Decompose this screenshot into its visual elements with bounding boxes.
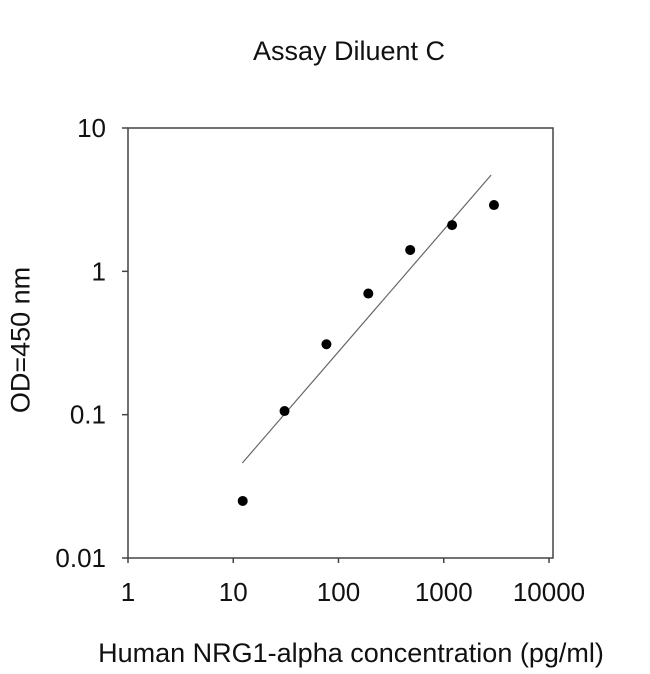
fit-line xyxy=(241,174,492,464)
data-points xyxy=(237,200,499,506)
y-tick-label: 0.1 xyxy=(70,400,106,430)
data-point xyxy=(488,200,499,211)
x-axis-label: Human NRG1-alpha concentration (pg/ml) xyxy=(98,638,604,668)
x-tick-label: 100 xyxy=(317,577,360,607)
data-point xyxy=(279,406,290,417)
y-tick-label: 10 xyxy=(77,113,106,143)
fit-line-path xyxy=(241,174,492,464)
data-point xyxy=(237,495,248,506)
data-point xyxy=(447,220,458,231)
plot-frame xyxy=(127,127,554,559)
x-axis-ticks: 1 10 100 1000 10000 xyxy=(121,558,585,607)
data-point xyxy=(363,288,374,299)
data-point xyxy=(321,339,332,350)
x-tick-label: 10000 xyxy=(513,577,585,607)
x-tick-label: 10 xyxy=(219,577,248,607)
y-tick-label: 1 xyxy=(92,256,106,286)
axes xyxy=(127,127,554,559)
y-axis-ticks: 0.01 0.1 1 10 xyxy=(55,113,128,573)
chart-title: Assay Diluent C xyxy=(252,36,446,66)
y-tick-label: 0.01 xyxy=(55,543,106,573)
data-point xyxy=(405,244,416,255)
x-tick-label: 1 xyxy=(121,577,135,607)
x-tick-label: 1000 xyxy=(415,577,473,607)
